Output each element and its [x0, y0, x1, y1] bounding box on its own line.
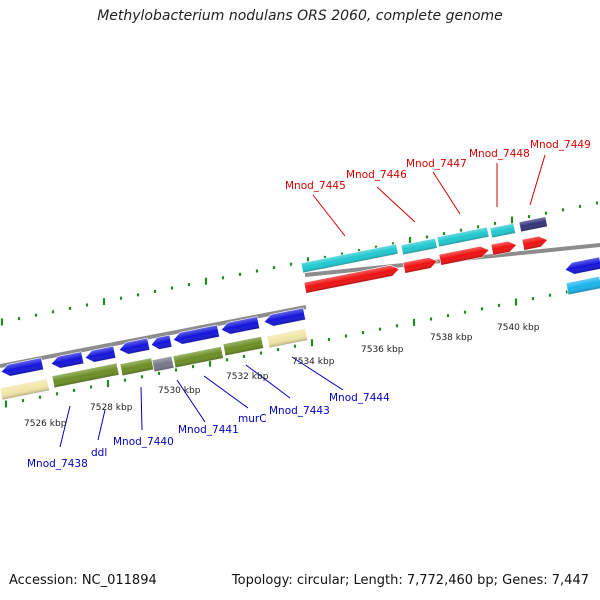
scale-label: 7538 kbp: [430, 333, 473, 343]
genome-backbone: [0, 243, 600, 368]
gene-label: Mnod_7440: [113, 436, 174, 448]
gene-feature: [266, 327, 308, 349]
callout-line: [203, 375, 249, 409]
gene-features: [0, 216, 600, 401]
gene-feature: [489, 222, 516, 239]
gene-feature-shade: [522, 236, 548, 251]
gene-feature: [400, 237, 438, 256]
gene-feature-shade: [119, 338, 150, 355]
gene-feature-shade: [301, 243, 399, 273]
gene-feature: [438, 245, 490, 266]
gene-label: Mnod_7445: [285, 180, 346, 192]
gene-feature-shade: [1, 357, 44, 377]
scale-label: 7526 kbp: [24, 419, 67, 429]
gene-feature: [150, 334, 173, 350]
gene-label: Mnod_7441: [178, 424, 239, 436]
scale-labels: 7526 kbp 7528 kbp 7530 kbp 7532 kbp 7534 kbp…: [24, 323, 540, 429]
gene-feature: [300, 243, 399, 274]
gene-feature: [263, 307, 306, 327]
gene-label: Mnod_7447: [406, 158, 467, 170]
gene-feature: [172, 324, 220, 345]
gene-label: Mnod_7446: [346, 169, 407, 181]
gene-feature: [220, 316, 260, 335]
gene-label: Mnod_7444: [329, 392, 390, 404]
map-title: Methylobacterium nodulans ORS 2060, comp…: [97, 8, 503, 24]
gene-feature: [118, 337, 151, 355]
gene-feature-shade: [85, 346, 116, 363]
scale-label: 7528 kbp: [90, 403, 133, 413]
gene-callout-lines: [59, 154, 546, 448]
gene-feature-shade: [152, 356, 174, 372]
gene-feature-shade: [491, 241, 517, 256]
gene-feature: [119, 357, 155, 377]
gene-feature: [564, 256, 600, 275]
gene-label: Mnod_7448: [469, 148, 530, 160]
gene-labels: Mnod_7438ddlMnod_7440Mnod_7441murCMnod_7…: [27, 139, 591, 470]
callout-line: [140, 386, 143, 431]
gene-feature: [303, 264, 400, 294]
gene-feature: [51, 362, 120, 389]
gene-feature: [50, 351, 85, 369]
callout-line: [312, 194, 346, 237]
scale-label: 7534 kbp: [292, 357, 335, 367]
scale-label: 7540 kbp: [497, 323, 540, 333]
callout-line: [432, 171, 461, 215]
gene-feature-shade: [566, 276, 600, 295]
gene-feature-shade: [173, 346, 224, 368]
gene-feature-shade: [565, 256, 600, 275]
callout-line: [529, 154, 546, 206]
gene-feature-shade: [120, 357, 154, 376]
callout-line: [176, 379, 206, 423]
gene-feature: [84, 345, 117, 363]
gene-feature: [565, 275, 600, 296]
gene-feature-shade: [403, 257, 438, 274]
gene-feature-shade: [52, 363, 120, 388]
gene-feature: [521, 235, 549, 251]
gene-feature: [0, 357, 44, 377]
tick-row-bottom: [4, 286, 586, 408]
gene-feature: [402, 257, 438, 274]
genome-stats-text: Topology: circular; Length: 7,772,460 bp…: [231, 573, 589, 588]
gene-feature-shade: [151, 335, 172, 350]
gene-feature: [222, 335, 264, 357]
scale-label: 7530 kbp: [158, 386, 201, 396]
gene-feature-shade: [173, 324, 220, 345]
gene-feature-shade: [401, 238, 438, 255]
gene-feature-shade: [223, 336, 264, 356]
gene-label: Mnod_7438: [27, 458, 88, 470]
gene-feature-shade: [439, 246, 490, 266]
gene-label: Mnod_7449: [530, 139, 591, 151]
callout-line: [291, 356, 344, 391]
gene-feature-shade: [221, 316, 260, 335]
scale-label: 7536 kbp: [361, 345, 404, 355]
gene-feature-shade: [267, 328, 308, 348]
accession-text: Accession: NC_011894: [9, 573, 157, 588]
gene-feature-shade: [519, 216, 548, 232]
scale-label: 7532 kbp: [226, 372, 269, 382]
gene-feature-shade: [304, 265, 400, 294]
gene-feature: [436, 226, 490, 248]
gene-feature: [172, 346, 224, 369]
gene-label: ddl: [91, 447, 107, 459]
callout-line: [97, 409, 106, 441]
gene-feature-shade: [0, 378, 50, 400]
gene-feature: [0, 378, 50, 401]
gene-feature-shade: [264, 307, 306, 327]
gene-feature-shade: [490, 223, 516, 238]
gene-feature: [490, 240, 518, 256]
gene-label: Mnod_7443: [269, 405, 330, 417]
gene-feature: [518, 216, 548, 233]
callout-line: [245, 364, 291, 399]
gene-feature-shade: [51, 351, 84, 369]
gene-feature: [151, 355, 175, 373]
callout-line: [376, 186, 416, 223]
callout-line: [59, 405, 71, 448]
gene-label: murC: [238, 413, 267, 425]
gene-feature-shade: [437, 226, 489, 247]
